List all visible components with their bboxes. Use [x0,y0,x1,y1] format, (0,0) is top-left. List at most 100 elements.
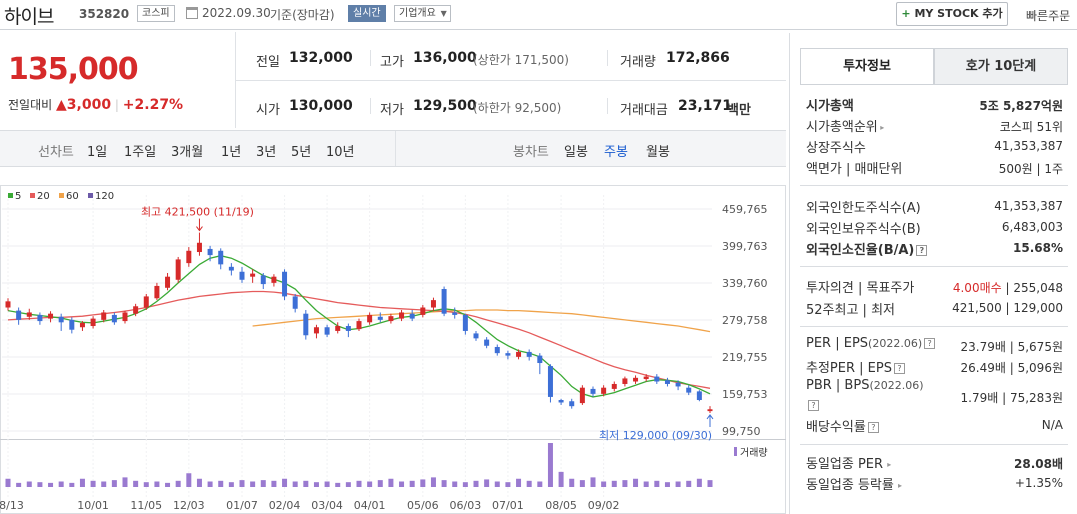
pbr-label: PBR | BPS(2022.06) [806,378,924,393]
divider [607,50,608,66]
prev-close-label: 전일 [256,55,280,70]
volume-bar [484,479,490,487]
info-value: 코스피 51위 [999,120,1063,134]
tab-quote-10[interactable]: 호가 10단계 [934,48,1068,85]
quick-order-link[interactable]: 빠른주문 [1026,9,1071,23]
opinion-target: 255,048 [1013,281,1063,295]
help-icon[interactable]: ? [916,245,928,256]
volume-bar [356,480,362,487]
volume-bar [590,477,596,487]
info-label-text: 외국인소진율(B/A) [806,243,915,258]
candle-body [664,380,670,384]
help-icon[interactable]: ? [924,338,936,349]
candle-monthly-button[interactable]: 월봉 [646,145,670,160]
volume-bar [654,480,660,487]
candle-body [686,387,692,393]
help-icon[interactable]: ? [867,422,879,433]
period-3m-button[interactable]: 3개월 [171,145,204,160]
candle-body [26,312,32,317]
help-icon[interactable]: ? [893,363,905,374]
legend-label: 60 [66,191,79,202]
candle-weekly-button[interactable]: 주봉 [604,145,628,160]
company-overview-dropdown[interactable]: 기업개요 ▼ [394,5,451,22]
period-1d-button[interactable]: 1일 [87,145,108,160]
volume-bar [430,477,436,487]
x-tick-label: 04/01 [354,499,386,512]
x-tick-label: 12/03 [173,499,205,512]
high-arrow-head [196,226,203,232]
y-tick-label: 399,763 [722,240,768,253]
volume-bar [399,481,405,487]
low-value: 129,500 [413,98,477,114]
trade-amount-unit: 백만 [727,103,751,118]
candle-body [441,289,447,314]
x-tick-label: 08/13 [0,499,24,512]
legend-swatch [8,193,13,198]
volume-bar [218,480,224,487]
price-chart[interactable]: 459,765 399,763 339,760 279,758 219,755 159,7… [0,185,786,514]
x-tick-label: 01/07 [226,499,258,512]
volume-bar [569,478,575,487]
divider [800,266,1068,267]
volume-bar [547,443,553,487]
period-1y-button[interactable]: 1년 [221,145,242,160]
candle-body [48,313,54,319]
chevron-right-icon: ▸ [898,481,903,490]
volume-bar [250,481,256,487]
info-label-text: 외국인보유주식수(B) [806,222,921,237]
legend-label: 120 [95,191,114,202]
volume-bar [633,478,639,487]
candle-body [260,275,266,285]
ma20-line [7,290,711,389]
candle-body [388,316,394,322]
tab-investment-info[interactable]: 투자정보 [800,48,934,85]
candle-daily-button[interactable]: 일봉 [564,145,588,160]
volume-bar [367,481,373,487]
volume-label: 거래량 [740,447,768,459]
volume-bar [186,473,192,487]
y-tick-label: 459,765 [722,203,768,216]
company-overview-label: 기업개요 [399,8,436,19]
volume-bar [558,471,564,487]
candle-body [37,314,43,322]
high-annotation: 최고 421,500 (11/19) [141,206,254,219]
chevron-right-icon: ▸ [887,460,892,469]
realtime-button[interactable]: 실시간 [348,5,386,22]
candle-body [590,388,596,394]
low-annotation: 최저 129,000 (09/30) [599,429,712,442]
volume-bar [239,480,245,487]
chart-frame [0,185,786,514]
week52-label: 52주최고 | 최저 [806,303,895,318]
candle-body [494,346,500,354]
open-value: 130,000 [289,98,353,114]
candle-body [611,383,617,389]
info-value: 15.68% [1013,241,1063,255]
tab-underline [800,84,1068,85]
est-per-label-text: 추정PER | EPS [806,361,892,376]
candle-body [420,307,426,315]
prev-close-value: 132,000 [289,50,353,66]
candle-body [16,310,22,320]
open-label: 시가 [256,103,280,118]
y-tick-label: 339,760 [722,277,768,290]
volume-bar [111,480,117,487]
my-stock-add-button[interactable]: + MY STOCK 추가 [896,2,1008,26]
week52-value: 421,500 | 129,000 [952,301,1063,315]
period-10y-button[interactable]: 10년 [326,145,355,160]
candle-body [367,314,373,323]
info-label: 상장주식수 [806,137,866,156]
volume-bar [5,478,11,487]
candle-body [228,266,234,271]
high-label: 고가 [380,55,404,70]
info-label[interactable]: 시가총액순위 ▸ [806,116,884,135]
x-tick-label: 11/05 [130,499,162,512]
period-1w-button[interactable]: 1주일 [124,145,157,160]
volume-bar [611,480,617,487]
volume-bar [90,480,96,487]
help-icon[interactable]: ? [808,400,819,411]
candle-body [303,313,309,336]
period-5y-button[interactable]: 5년 [291,145,312,160]
trade-amount-value: 23,171 [678,98,733,114]
volume-bar [473,480,479,487]
period-3y-button[interactable]: 3년 [256,145,277,160]
